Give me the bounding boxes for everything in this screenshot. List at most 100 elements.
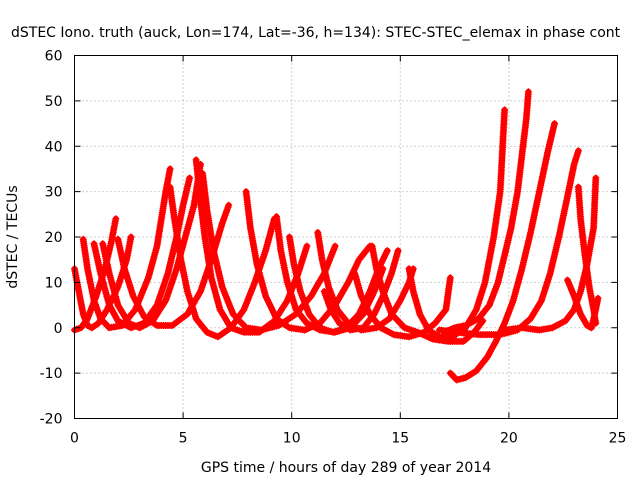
- y-tick-label: 20: [45, 230, 63, 246]
- data-point: [116, 237, 120, 242]
- data-point: [333, 244, 337, 248]
- data-point: [285, 280, 290, 285]
- data-point: [279, 248, 283, 253]
- data-point: [318, 325, 322, 330]
- data-point: [389, 271, 394, 276]
- data-point: [454, 330, 459, 335]
- data-point: [100, 242, 105, 246]
- data-point: [244, 189, 248, 194]
- data-point: [166, 271, 170, 276]
- data-point: [187, 176, 192, 180]
- data-point: [407, 266, 411, 271]
- data-point: [96, 321, 101, 326]
- data-point: [398, 298, 403, 303]
- x-tick-label: 25: [609, 431, 627, 447]
- data-point: [248, 226, 253, 230]
- data-point: [483, 280, 487, 285]
- data-point: [305, 244, 309, 248]
- data-point: [85, 316, 90, 321]
- data-point: [370, 244, 374, 248]
- data-point: [557, 235, 561, 239]
- data-point: [444, 307, 448, 312]
- data-point: [203, 235, 207, 239]
- data-point: [294, 307, 298, 312]
- data-point: [131, 294, 135, 298]
- data-point: [411, 266, 416, 271]
- data-point: [129, 235, 133, 239]
- data-point: [389, 312, 394, 316]
- data-point: [155, 244, 159, 248]
- data-point: [107, 303, 112, 307]
- data-point: [359, 294, 364, 298]
- data-point: [172, 217, 177, 221]
- data-point: [502, 253, 507, 257]
- data-point: [481, 319, 485, 323]
- data-point: [487, 303, 492, 307]
- data-point: [385, 248, 390, 253]
- series-markers: [440, 88, 532, 336]
- data-point: [565, 278, 570, 282]
- data-point: [198, 198, 203, 203]
- data-point: [155, 323, 159, 328]
- data-point: [446, 339, 450, 344]
- data-point: [307, 312, 311, 316]
- data-point: [328, 307, 333, 312]
- data-point: [81, 237, 85, 242]
- data-point: [263, 248, 268, 253]
- data-point: [498, 189, 503, 194]
- tick-layer: 0 5 10 15 20 25 -20 -10 0 10 20 30 40 50 60: [40, 49, 627, 447]
- data-point: [550, 325, 555, 330]
- data-point: [563, 319, 568, 323]
- data-point: [552, 121, 557, 126]
- series-23: [564, 276, 602, 332]
- data-point: [127, 321, 131, 326]
- data-point: [452, 325, 457, 330]
- chart-title: dSTEC Iono. truth (auck, Lon=174, Lat=-3…: [11, 25, 621, 41]
- data-point: [448, 371, 453, 375]
- data-point: [520, 153, 524, 158]
- data-point: [77, 289, 81, 294]
- data-point: [576, 185, 581, 189]
- data-point: [526, 90, 531, 94]
- data-point: [244, 325, 248, 330]
- data-point: [485, 355, 489, 360]
- data-point: [502, 328, 507, 332]
- data-point: [168, 185, 172, 189]
- data-point: [226, 203, 231, 208]
- data-point: [546, 148, 550, 153]
- data-point: [437, 328, 442, 332]
- data-point: [593, 307, 598, 312]
- y-tick-label: -10: [40, 366, 63, 382]
- data-point: [220, 285, 224, 289]
- series-19: [446, 120, 558, 384]
- data-point: [133, 307, 138, 312]
- data-point: [302, 328, 307, 332]
- data-point: [159, 217, 164, 221]
- data-point: [116, 319, 120, 323]
- series-13: [314, 229, 417, 334]
- data-point: [255, 262, 259, 267]
- data-point: [587, 285, 592, 289]
- data-point: [583, 253, 587, 257]
- data-point: [98, 271, 103, 276]
- series-15: [351, 269, 454, 341]
- y-tick-label: 30: [45, 185, 63, 201]
- y-tick-label: 60: [45, 49, 63, 65]
- data-point: [539, 298, 544, 303]
- data-point: [116, 285, 120, 289]
- data-point: [326, 285, 331, 289]
- series-16: [368, 242, 487, 345]
- x-tick-label: 10: [283, 431, 301, 447]
- data-point: [276, 323, 281, 328]
- data-point: [368, 289, 372, 294]
- data-point: [205, 330, 209, 335]
- data-point: [252, 280, 257, 285]
- data-point: [509, 226, 513, 230]
- data-point: [511, 298, 516, 303]
- data-point: [431, 337, 435, 341]
- data-point: [179, 257, 183, 262]
- data-point: [263, 294, 268, 298]
- data-point: [572, 162, 576, 167]
- x-tick-label: 20: [500, 431, 518, 447]
- data-point: [85, 266, 90, 271]
